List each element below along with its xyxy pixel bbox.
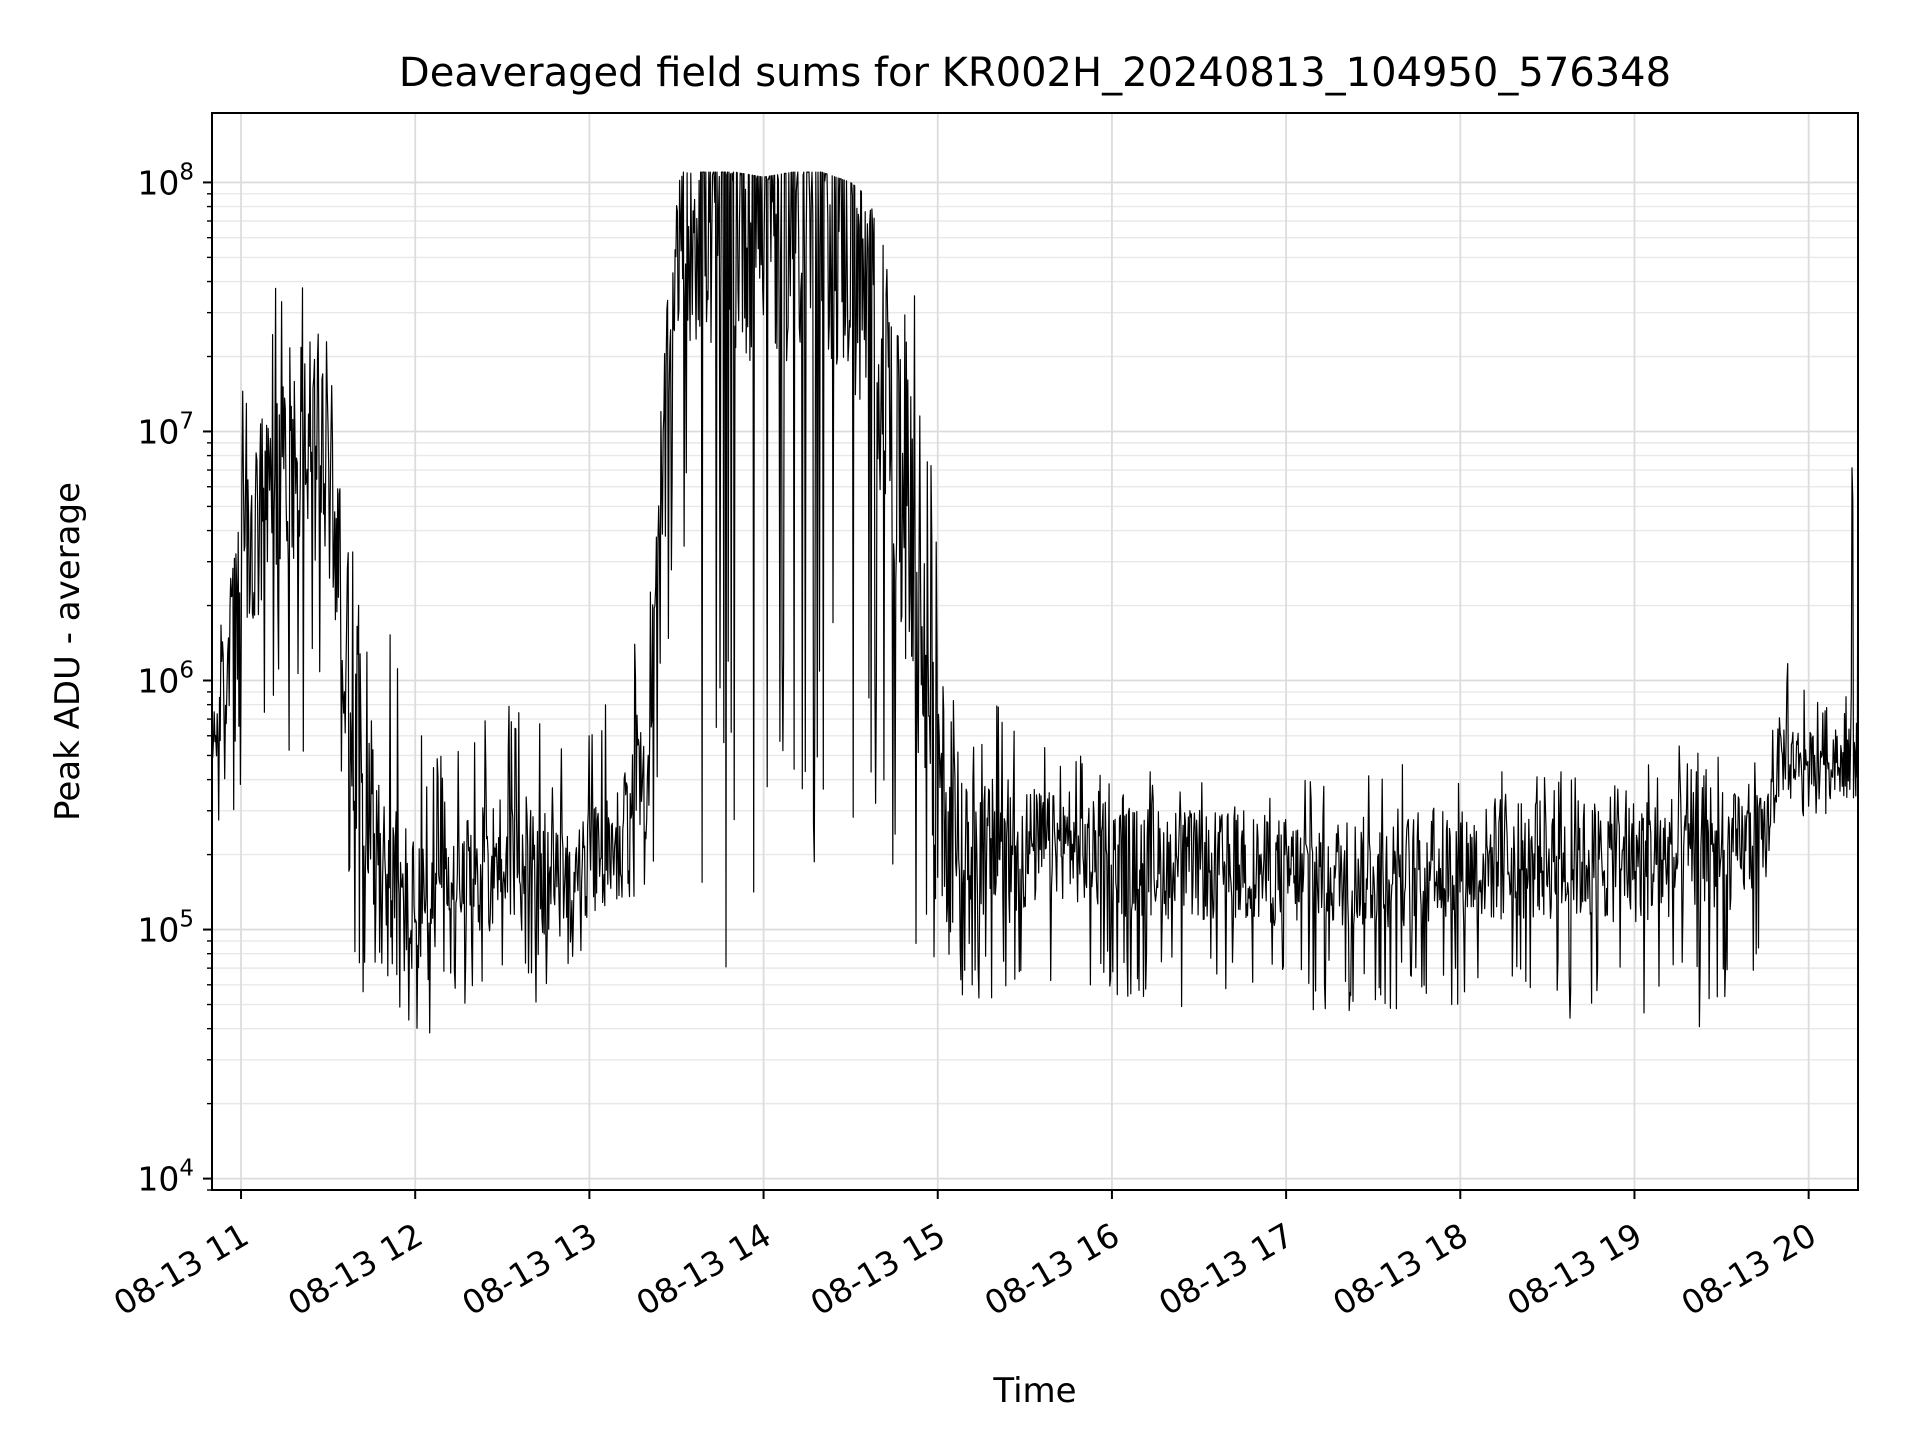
y-tick-label-base: 10 <box>137 163 179 202</box>
y-tick-label-base: 10 <box>137 1160 179 1199</box>
y-tick-label-exponent: 8 <box>179 159 194 185</box>
y-tick-label-exponent: 6 <box>179 658 194 684</box>
y-tick-label: 106 <box>137 658 194 701</box>
plot-frame <box>211 112 1859 1191</box>
y-tick-label-base: 10 <box>137 911 179 950</box>
data-series <box>212 171 1858 1034</box>
y-tick-label-base: 10 <box>137 662 179 701</box>
y-tick-label-exponent: 4 <box>179 1156 194 1182</box>
y-tick-label-exponent: 5 <box>179 907 194 933</box>
y-tick-label-base: 10 <box>137 412 179 451</box>
y-tick-label: 107 <box>137 408 194 451</box>
y-axis-label: Peak ADU - average <box>48 482 88 821</box>
series-line-0 <box>212 171 1858 1034</box>
y-tick-label-exponent: 7 <box>179 408 194 434</box>
y-tick-label: 104 <box>137 1156 194 1199</box>
x-axis-label: Time <box>992 1371 1076 1411</box>
y-tick-label: 105 <box>137 907 194 950</box>
chart-title: Deaveraged field sums for KR002H_2024081… <box>399 50 1671 96</box>
y-tick-label: 108 <box>137 159 194 202</box>
